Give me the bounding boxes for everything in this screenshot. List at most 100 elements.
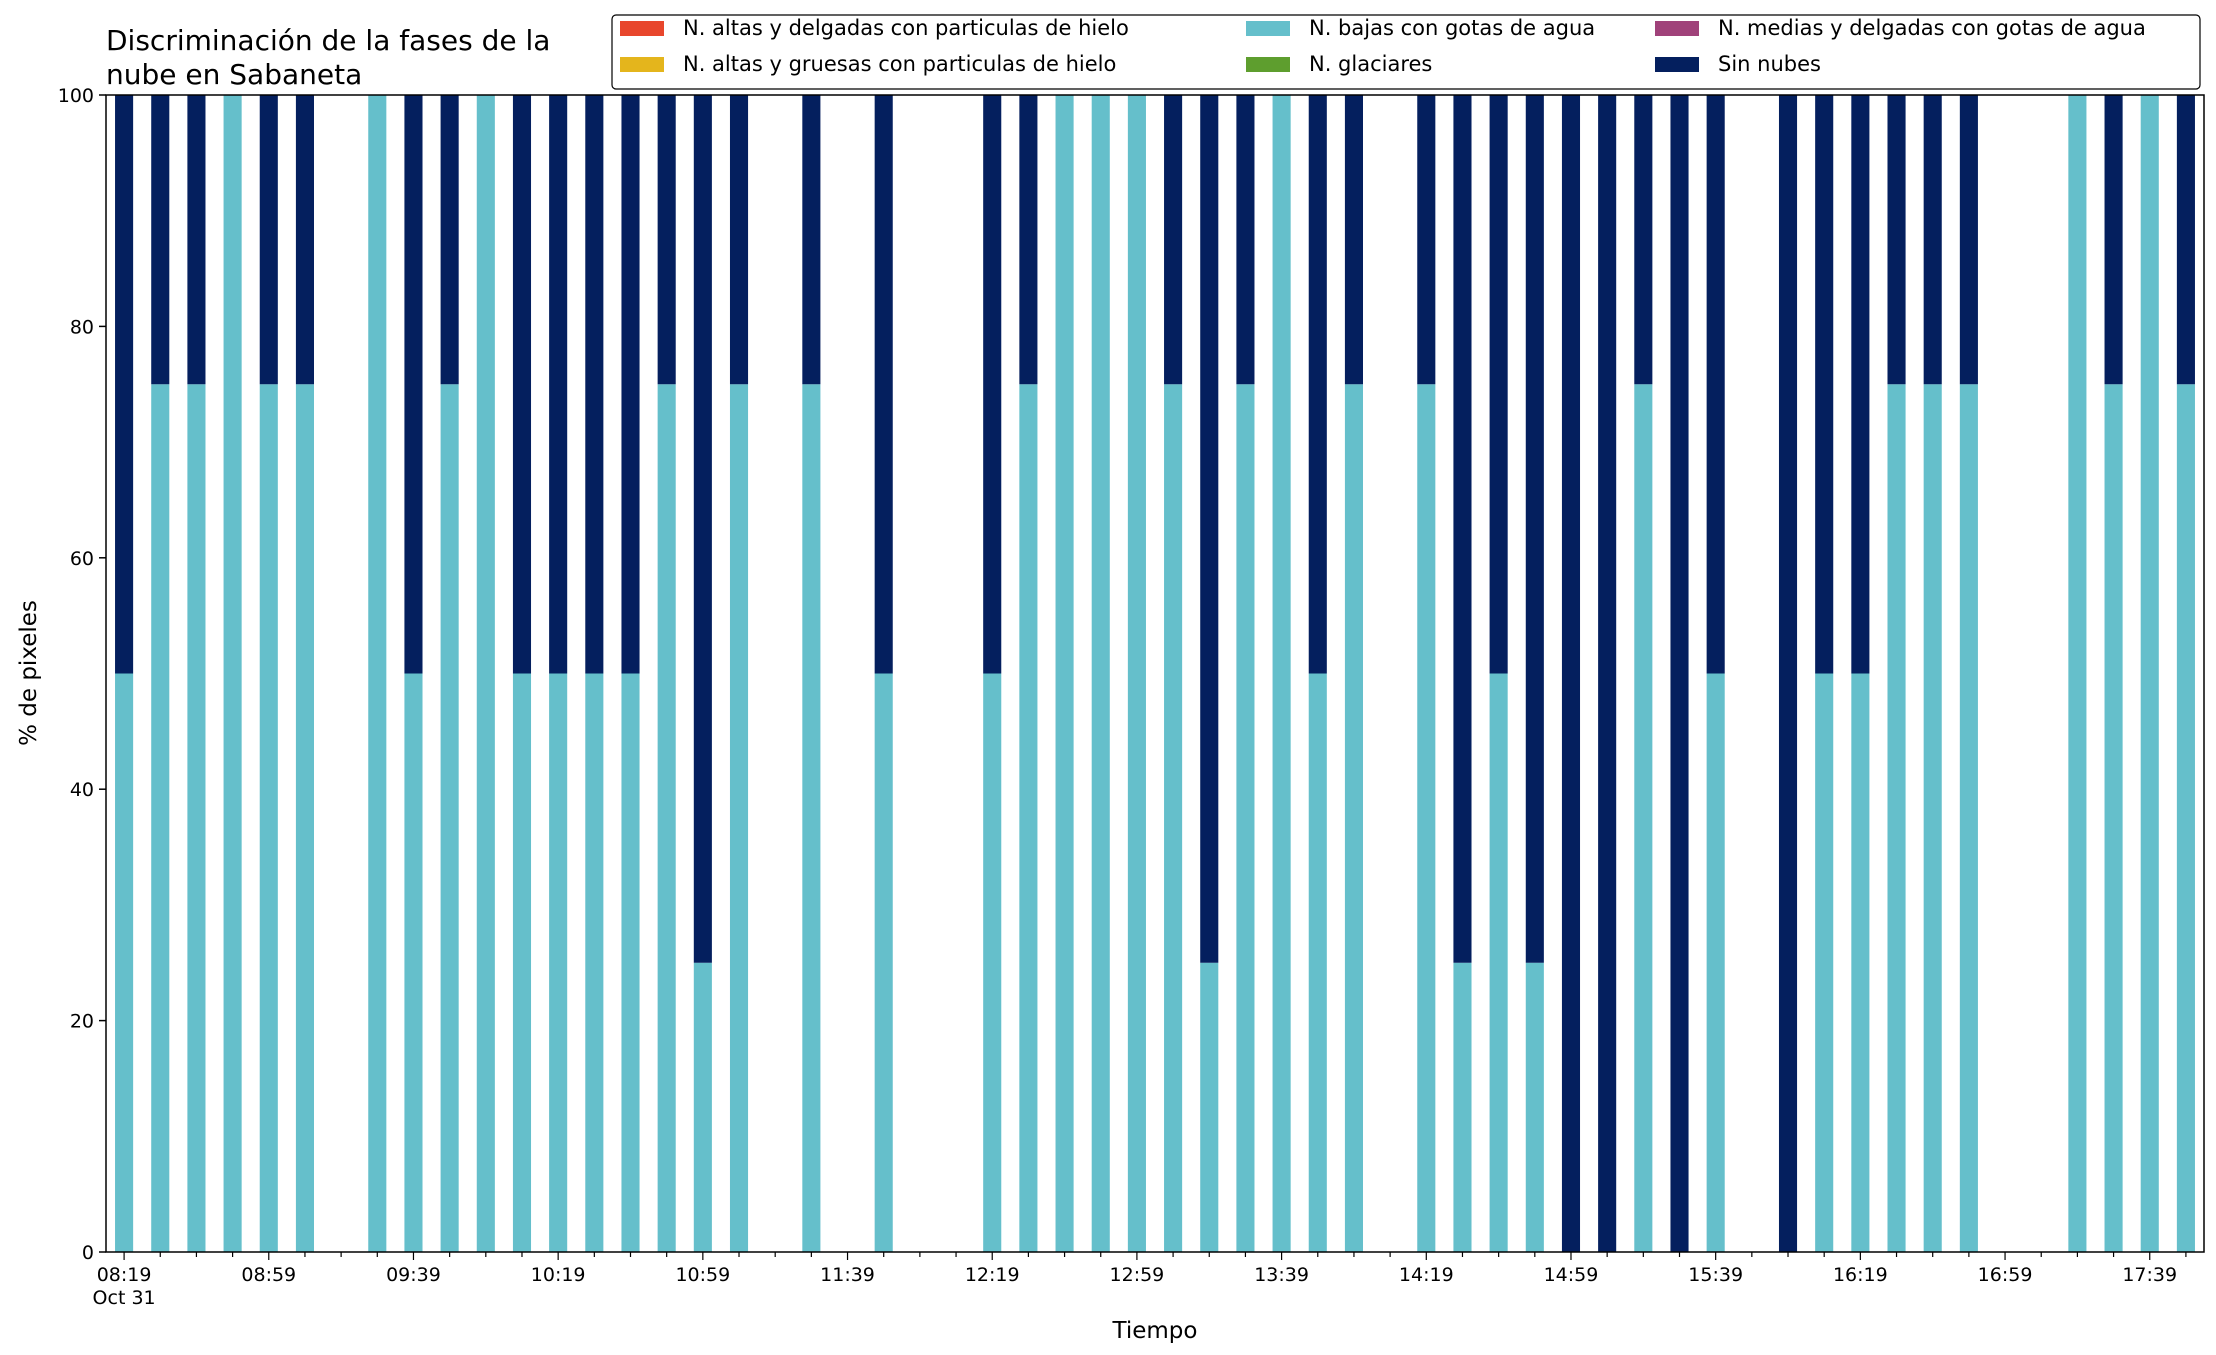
y-tick-label: 40: [70, 779, 94, 801]
bar-segment: [512, 673, 532, 1252]
bar-segment: [1272, 95, 1291, 1252]
bar-segment: [476, 95, 495, 1252]
bar-segment: [223, 95, 242, 1252]
bar-segment: [1417, 384, 1436, 1252]
bar-segment: [1344, 95, 1363, 385]
bar-segment: [2176, 384, 2195, 1252]
plot-frame: [105, 94, 2205, 1253]
bar-segment: [151, 384, 170, 1252]
chart-title-line-2: nube en Sabaneta: [106, 58, 362, 91]
bar-segment: [1634, 95, 1653, 385]
bar-segment: [693, 95, 712, 963]
bar-segment: [1634, 384, 1653, 1252]
bar-segment: [585, 95, 604, 674]
bar-segment: [1670, 95, 1689, 1252]
bar-segment: [657, 384, 676, 1252]
x-tick-label: 12:19: [965, 1264, 1020, 1286]
bar-segment: [1887, 384, 1906, 1252]
x-tick-label: 08:19: [97, 1264, 152, 1286]
y-axis: 0 20 40 60 80 100: [58, 85, 106, 1264]
bar-segment: [1019, 384, 1038, 1252]
x-tick-label: 14:19: [1399, 1264, 1454, 1286]
bar-segment: [874, 95, 893, 674]
bar-segment: [2068, 95, 2087, 1252]
bar-segment: [1887, 95, 1906, 385]
bar-segment: [1815, 95, 1834, 674]
bar-segment: [1598, 95, 1617, 1252]
bar-segment: [693, 962, 712, 1252]
bar-segment: [2104, 384, 2123, 1252]
bar-segment: [1525, 95, 1544, 963]
bar-segment: [368, 95, 387, 1252]
bar-segment: [440, 384, 459, 1252]
bar-segment: [1308, 673, 1327, 1252]
bar-segment: [1055, 95, 1074, 1252]
legend-label: N. bajas con gotas de agua: [1309, 16, 1595, 40]
bar-segment: [1164, 95, 1183, 385]
bar-segment: [1236, 95, 1255, 385]
legend-swatch: [620, 21, 664, 36]
bar-segment: [549, 673, 568, 1252]
bar-segment: [1489, 673, 1508, 1252]
bar-segment: [1489, 95, 1508, 674]
bar-segment: [404, 95, 423, 674]
bar-segment: [1959, 384, 1978, 1252]
bar-segment: [259, 384, 278, 1252]
legend-label: N. altas y delgadas con particulas de hi…: [683, 16, 1129, 40]
bar-segment: [1923, 95, 1942, 385]
x-tick-label: 16:19: [1833, 1264, 1888, 1286]
legend-label: Sin nubes: [1718, 52, 1821, 76]
bar-segment: [187, 384, 206, 1252]
bar-segment: [295, 95, 314, 385]
bar-segment: [983, 673, 1002, 1252]
bar-segment: [621, 95, 640, 674]
y-tick-label: 80: [70, 316, 94, 338]
bar-segment: [1815, 673, 1834, 1252]
bar-segment: [1525, 962, 1544, 1252]
bar-segment: [874, 673, 893, 1252]
x-date-label: Oct 31: [93, 1287, 156, 1309]
bar-segment: [1561, 95, 1581, 1252]
bars-group: [115, 95, 2195, 1252]
bar-segment: [1706, 673, 1725, 1252]
legend-swatch: [1246, 21, 1290, 36]
bar-segment: [1706, 95, 1725, 674]
legend-swatch: [1246, 57, 1290, 72]
bar-segment: [115, 673, 134, 1252]
bar-segment: [259, 95, 278, 385]
bar-segment: [2176, 95, 2195, 385]
bar-segment: [1164, 384, 1183, 1252]
y-axis-label: % de pixeles: [16, 600, 42, 746]
legend-label: N. glaciares: [1309, 52, 1432, 76]
x-tick-label: 10:19: [531, 1264, 586, 1286]
bar-segment: [151, 95, 170, 385]
legend-frame: [611, 14, 2201, 90]
bar-segment: [657, 95, 676, 385]
bar-segment: [729, 95, 749, 385]
bar-segment: [802, 95, 821, 385]
bar-segment: [404, 673, 423, 1252]
x-tick-label: 10:59: [675, 1264, 730, 1286]
bar-segment: [621, 673, 640, 1252]
bar-segment: [115, 95, 134, 674]
x-tick-label: 11:39: [820, 1264, 875, 1286]
bar-segment: [2104, 95, 2123, 385]
bar-segment: [1344, 384, 1363, 1252]
x-tick-label: 08:59: [241, 1264, 296, 1286]
bar-segment: [1308, 95, 1327, 674]
x-tick-label: 17:39: [2122, 1264, 2177, 1286]
legend-swatch: [620, 57, 664, 72]
bar-segment: [729, 384, 749, 1252]
x-axis-label: Tiempo: [1112, 1318, 1198, 1344]
bar-segment: [1200, 95, 1219, 963]
bar-segment: [2140, 95, 2159, 1252]
bar-segment: [1417, 95, 1436, 385]
bar-segment: [512, 95, 532, 674]
bar-segment: [187, 95, 206, 385]
bar-segment: [1959, 95, 1978, 385]
x-tick-label: 12:59: [1110, 1264, 1165, 1286]
bar-segment: [983, 95, 1002, 674]
bar-segment: [1923, 384, 1942, 1252]
bar-segment: [1851, 95, 1870, 674]
